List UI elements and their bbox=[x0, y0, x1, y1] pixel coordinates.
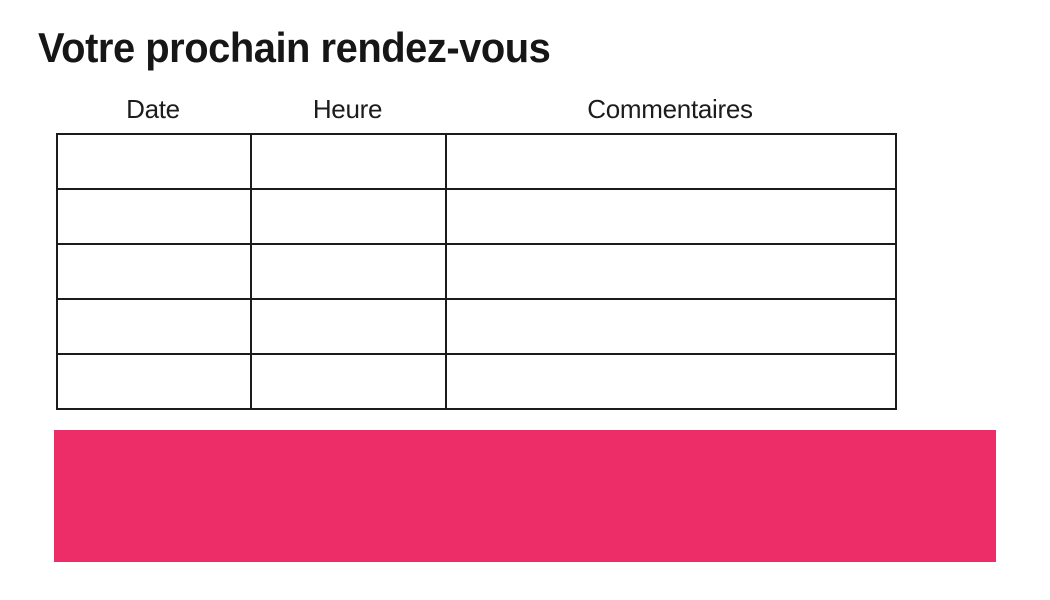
cell-commentaires bbox=[445, 298, 897, 355]
column-header-commentaires: Commentaires bbox=[587, 94, 753, 124]
cell-date bbox=[56, 243, 252, 300]
cell-commentaires bbox=[445, 188, 897, 245]
table-row bbox=[56, 243, 897, 300]
table-row bbox=[56, 298, 897, 355]
cell-heure bbox=[250, 243, 447, 300]
table-row bbox=[56, 188, 897, 245]
cell-heure bbox=[250, 133, 447, 190]
cell-date bbox=[56, 298, 252, 355]
appointments-table bbox=[56, 133, 897, 410]
cell-date bbox=[56, 353, 252, 410]
table-column-headers: Date Heure Commentaires bbox=[56, 92, 895, 126]
cell-date bbox=[56, 188, 252, 245]
cell-commentaires bbox=[445, 133, 897, 190]
appointments-table-body bbox=[56, 133, 897, 410]
cell-commentaires bbox=[445, 243, 897, 300]
cell-date bbox=[56, 133, 252, 190]
accent-bar bbox=[54, 430, 996, 562]
column-header-date: Date bbox=[126, 94, 180, 124]
cell-heure bbox=[250, 188, 447, 245]
table-row bbox=[56, 133, 897, 190]
cell-heure bbox=[250, 353, 447, 410]
page-title: Votre prochain rendez-vous bbox=[38, 24, 551, 71]
cell-commentaires bbox=[445, 353, 897, 410]
cell-heure bbox=[250, 298, 447, 355]
column-header-heure: Heure bbox=[312, 94, 383, 124]
table-row bbox=[56, 353, 897, 410]
